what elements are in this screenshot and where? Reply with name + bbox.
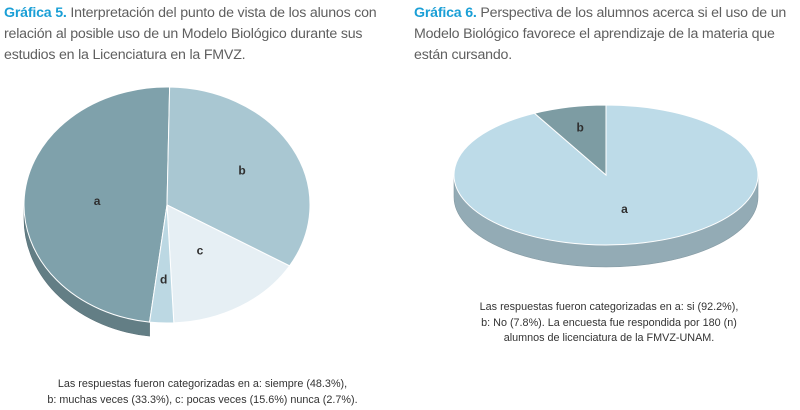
pie-slice-c (166, 204, 291, 324)
chart-panel-5: Gráfica 5. Interpretación del punto de v… (0, 0, 395, 410)
pie-chart-5: a b c d (23, 86, 311, 337)
chart-caption: Las respuestas fueron categorizadas en a… (20, 377, 385, 408)
chart-title: Gráfica 6. Perspectiva de los alumnos ac… (414, 3, 798, 66)
chart-caption: Las respuestas fueron categorizadas en a… (444, 300, 774, 347)
chart-title-text: Interpretación del punto de vista de los… (4, 5, 377, 63)
pie-chart-6: ab (453, 104, 759, 268)
chart-title: Gráfica 5. Interpretación del punto de v… (4, 3, 393, 66)
pie-slice-a (23, 86, 171, 323)
slice-label-a: a (94, 194, 101, 208)
chart-title-label: Gráfica 6. (414, 5, 477, 21)
slice-label-b: b (577, 120, 584, 134)
chart-title-label: Gráfica 5. (4, 5, 67, 21)
slice-label-c: c (197, 244, 204, 258)
chart-panel-6: Gráfica 6. Perspectiva de los alumnos ac… (412, 0, 800, 410)
slice-label-b: b (238, 164, 245, 178)
caption-line: alumnos de licenciatura de la FMVZ-UNAM. (503, 332, 715, 344)
caption-line: b: muchas veces (33.3%), c: pocas veces … (47, 393, 358, 406)
chart-title-text: Perspectiva de los alumnos acerca si el … (414, 5, 787, 63)
caption-line: Las respuestas fueron categorizadas en a… (479, 301, 739, 313)
caption-line: b: No (7.8%). La encuesta fue respondida… (481, 316, 737, 329)
pie-slice-b (166, 86, 311, 267)
pie-slice-d (149, 204, 175, 324)
caption-line: Las respuestas fueron categorizadas en a… (57, 378, 348, 390)
slice-label-a: a (621, 202, 628, 216)
slice-label-d: d (160, 272, 167, 286)
pie-slice-b (533, 104, 607, 177)
